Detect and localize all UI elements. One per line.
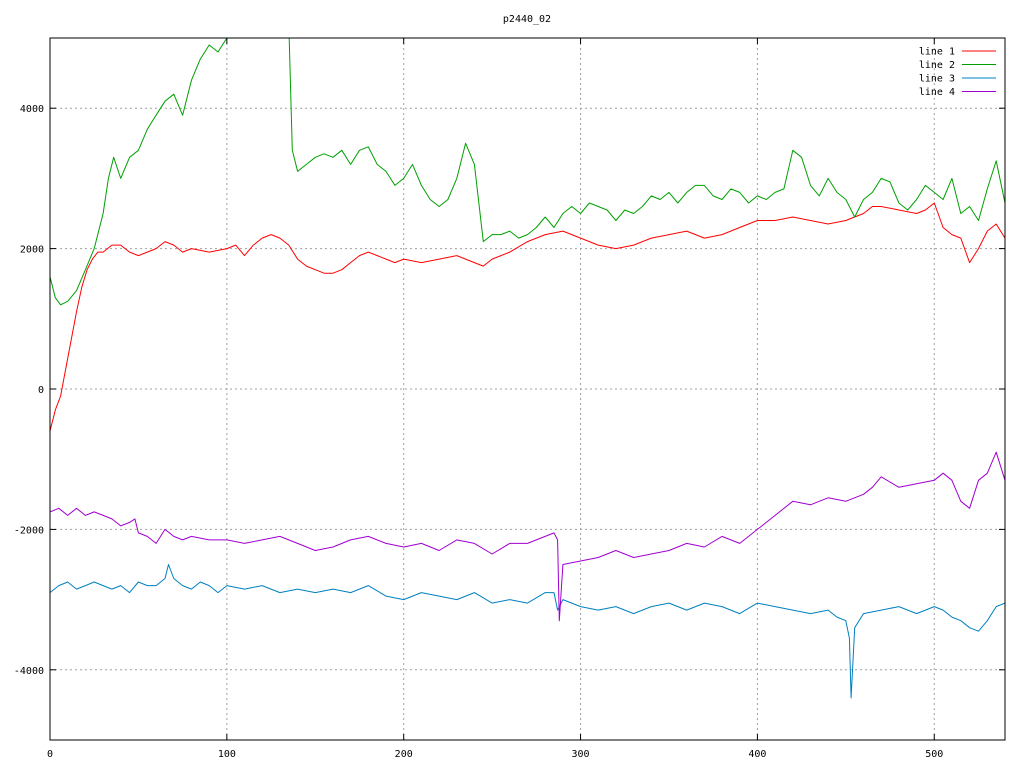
- x-tick-label: 200: [395, 749, 413, 760]
- x-tick-label: 100: [218, 749, 236, 760]
- y-tick-label: 0: [38, 385, 44, 396]
- series-layer: [50, 38, 1005, 699]
- series-line-3: [50, 564, 1005, 699]
- series-line-4: [50, 451, 1005, 622]
- x-tick-label: 0: [47, 749, 53, 760]
- series-line-1: [50, 202, 1005, 432]
- series-line-2: [50, 38, 1005, 306]
- ticks: 0 100 200 300 400 500 -4000 -2000 0 2000 4000: [14, 38, 1005, 760]
- y-tick-label: 4000: [20, 104, 44, 115]
- chart-title: p2440_02: [503, 14, 551, 25]
- legend-label-4: line 4: [919, 87, 955, 98]
- x-tick-label: 500: [925, 749, 943, 760]
- y-tick-label: -4000: [14, 666, 44, 677]
- x-tick-label: 400: [748, 749, 766, 760]
- y-tick-label: 2000: [20, 245, 44, 256]
- y-tick-label: -2000: [14, 525, 44, 536]
- legend: line 1 line 2 line 3 line 4: [919, 47, 996, 98]
- legend-label-3: line 3: [919, 74, 955, 85]
- legend-label-2: line 2: [919, 60, 955, 71]
- legend-label-1: line 1: [919, 47, 955, 58]
- grid: [50, 38, 1005, 740]
- x-tick-label: 300: [572, 749, 590, 760]
